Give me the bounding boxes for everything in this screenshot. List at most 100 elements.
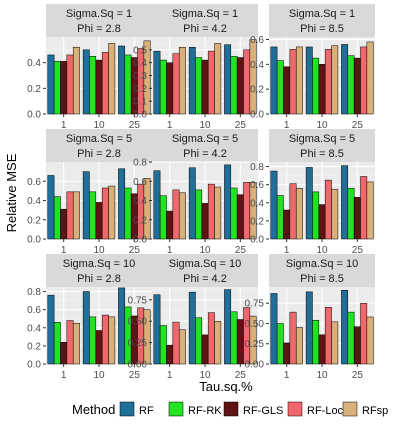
facet-strip-label: Sigma.Sq = 10 xyxy=(63,258,135,270)
bar-rf-loc xyxy=(66,320,74,365)
bar-rfsp xyxy=(143,178,151,240)
facet-strip-label: Phi = 4.2 xyxy=(183,23,227,35)
facet-strip-label: Phi = 8.5 xyxy=(300,148,344,160)
facet-strip xyxy=(152,129,258,162)
bar-rf xyxy=(305,291,313,365)
bar-rfsp xyxy=(331,188,339,240)
facet-strip-label: Phi = 2.8 xyxy=(77,273,121,285)
bar-rf-gls xyxy=(283,342,291,365)
bar-rf-rk xyxy=(347,311,355,365)
y-tick-label: 0.4 xyxy=(27,196,41,207)
bar-rfsp xyxy=(143,40,151,115)
legend-swatch-rf-rk xyxy=(168,401,184,417)
bar-rf-rk xyxy=(53,61,61,115)
bar-rf-loc xyxy=(101,187,109,240)
legend-swatch-rf-gls xyxy=(223,401,239,417)
facet-strip-label: Phi = 4.2 xyxy=(183,148,227,160)
x-tick-label: 10 xyxy=(316,370,328,381)
bar-rf xyxy=(118,45,126,115)
x-tick-label: 10 xyxy=(93,120,105,131)
bar-rf-loc xyxy=(243,307,251,365)
y-tick-label: 0.3 xyxy=(133,71,147,82)
x-tick-label: 10 xyxy=(199,370,211,381)
bar-rf-gls xyxy=(236,319,244,365)
bar-rfsp xyxy=(331,45,339,115)
bar-rf-loc xyxy=(243,49,251,115)
y-tick-label: 0.5 xyxy=(133,45,147,56)
y-tick-label: 0.75 xyxy=(128,295,148,306)
bar-rf-loc xyxy=(172,53,180,115)
bar-rf-rk xyxy=(276,195,284,240)
bar-rfsp xyxy=(214,43,222,115)
x-tick-label: 25 xyxy=(352,370,364,381)
y-tick-label: 0.4 xyxy=(27,58,41,69)
bar-rf xyxy=(270,293,278,365)
x-tick-label: 25 xyxy=(129,245,141,256)
bar-rf xyxy=(118,287,126,365)
bar-rfsp xyxy=(366,41,374,115)
bar-rf-loc xyxy=(324,179,332,240)
bar-rf-rk xyxy=(159,325,167,365)
legend-swatch-rfsp xyxy=(342,401,358,417)
y-tick-label: 0.0 xyxy=(250,235,264,246)
legend-label: RFsp xyxy=(362,405,388,417)
bar-rf xyxy=(47,294,55,365)
bar-rf xyxy=(224,44,232,115)
bar-rf xyxy=(153,50,161,115)
legend-label: RF-Loc xyxy=(307,405,344,417)
bar-rfsp xyxy=(295,188,303,240)
y-tick-label: 0.1 xyxy=(133,97,147,108)
legend-title: Method xyxy=(72,402,115,417)
y-tick-label: 0.4 xyxy=(27,323,41,334)
bar-rf xyxy=(82,171,90,240)
bar-rf-loc xyxy=(289,311,297,365)
bar-rf-rk xyxy=(124,187,132,240)
bar-rf-rk xyxy=(276,60,284,115)
bar-rf-loc xyxy=(324,49,332,115)
facet-strip-label: Phi = 2.8 xyxy=(77,23,121,35)
bar-rf-gls xyxy=(353,57,361,115)
facet-strip-label: Phi = 8.5 xyxy=(300,23,344,35)
bar-rf-gls xyxy=(353,326,361,365)
y-tick-label: 0.2 xyxy=(133,215,147,226)
bar-rf xyxy=(82,291,90,365)
bar-rf-loc xyxy=(324,307,332,365)
y-tick-label: 0.4 xyxy=(250,198,264,209)
bar-rf-rk xyxy=(53,322,61,365)
y-tick-label: 0.75 xyxy=(245,299,265,310)
bar-rfsp xyxy=(72,322,80,365)
bar-rfsp xyxy=(331,321,339,365)
y-tick-label: 0.4 xyxy=(133,196,147,207)
bar-rfsp xyxy=(108,316,116,365)
facet-strip-label: Sigma.Sq = 1 xyxy=(66,8,132,20)
bar-rf-gls xyxy=(60,61,68,115)
bar-rf-loc xyxy=(101,52,109,115)
bar-rf-rk xyxy=(312,57,320,115)
bar-rfsp xyxy=(214,320,222,365)
facet-strip-label: Sigma.Sq = 5 xyxy=(289,133,355,145)
bar-rf-loc xyxy=(66,54,74,115)
facet-strip xyxy=(269,254,375,287)
y-tick-label: 0.2 xyxy=(27,215,41,226)
y-tick-label: 0.6 xyxy=(27,177,41,188)
x-tick-label: 10 xyxy=(316,120,328,131)
facet-strip xyxy=(269,4,375,37)
bar-rfsp xyxy=(249,315,257,365)
bar-rf-gls xyxy=(318,64,326,115)
bar-rf-gls xyxy=(236,57,244,115)
facet-strip-label: Sigma.Sq = 5 xyxy=(172,133,238,145)
y-tick-label: 0.0 xyxy=(27,360,41,371)
bar-rf-loc xyxy=(360,302,368,365)
y-tick-label: 0.00 xyxy=(128,360,148,371)
bar-rf-rk xyxy=(89,316,97,365)
bar-rf xyxy=(305,46,313,115)
bar-rf-rk xyxy=(195,317,203,365)
bar-rf-rk xyxy=(230,56,238,115)
bar-rf xyxy=(305,167,313,240)
x-axis-title: Tau.sq.% xyxy=(199,379,253,394)
bar-rf-rk xyxy=(89,191,97,240)
legend-label: RF-GLS xyxy=(243,405,283,417)
bar-rfsp xyxy=(249,39,257,115)
bar-rf xyxy=(47,54,55,115)
bar-rf-gls xyxy=(318,334,326,365)
